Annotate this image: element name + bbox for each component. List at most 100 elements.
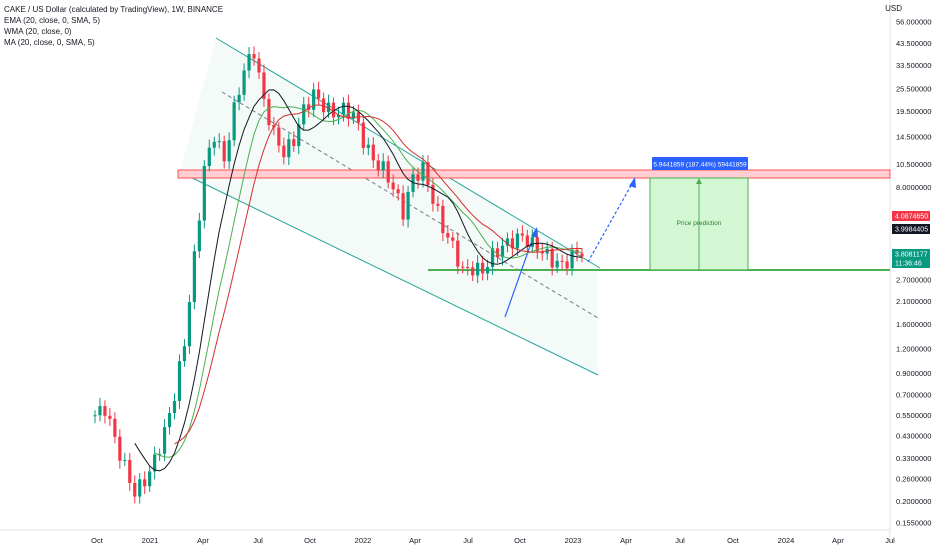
time-tick-label: Apr — [620, 536, 632, 545]
candle-body — [277, 127, 281, 146]
candle-body — [336, 114, 341, 118]
time-tick-label: 2024 — [778, 536, 795, 545]
candle-body — [182, 346, 187, 362]
candle-body — [237, 94, 241, 103]
price-tag-label: 3.8081177 — [895, 252, 928, 259]
candle-body — [550, 248, 554, 268]
candle-body — [341, 102, 346, 115]
time-tick-label: Oct — [91, 536, 104, 545]
candle-body — [162, 427, 167, 454]
candle-body — [505, 238, 510, 246]
candle-body — [356, 112, 360, 123]
candle-body — [416, 174, 420, 181]
time-tick-label: Apr — [197, 536, 209, 545]
candle-body — [456, 240, 460, 267]
price-tick-label: 0.9000000 — [896, 369, 931, 378]
candle-body — [153, 454, 157, 472]
candle-body — [351, 112, 356, 119]
price-tick-label: 43.5000000 — [896, 39, 932, 48]
candle-body — [108, 415, 112, 419]
candle-body — [451, 237, 455, 241]
channel-mid-line — [221, 91, 599, 319]
candle-body — [202, 166, 206, 221]
time-tick-label: Jul — [253, 536, 263, 545]
candle-body — [217, 141, 221, 143]
chart-legend: CAKE / US Dollar (calculated by TradingV… — [4, 4, 223, 48]
candle-body — [222, 141, 226, 162]
candle-body — [133, 483, 137, 497]
resistance-zone — [177, 169, 891, 179]
candle-body — [396, 189, 400, 194]
price-tick-label: 8.0000000 — [896, 183, 931, 192]
price-tick-label: 0.3300000 — [896, 454, 931, 463]
price-tick-label: 10.5000000 — [896, 160, 932, 169]
candle-body — [490, 248, 495, 268]
price-tick-label: 1.6000000 — [896, 320, 931, 329]
time-tick-label: 2021 — [142, 536, 159, 545]
time-tick-label: Jul — [463, 536, 473, 545]
candle-body — [391, 182, 395, 190]
price-tick-label: 0.1550000 — [896, 519, 931, 528]
time-tick-label: Oct — [727, 536, 740, 545]
candle-body — [123, 459, 127, 461]
candle-body — [535, 237, 539, 252]
price-tick-label: 0.2600000 — [896, 475, 931, 484]
candle-body — [520, 233, 524, 236]
candle-body — [262, 72, 266, 99]
candle-body — [565, 261, 569, 269]
candle-body — [515, 233, 519, 249]
candle-body — [307, 104, 311, 110]
candle-body — [103, 406, 107, 416]
candle-body — [252, 54, 256, 59]
candle-body — [177, 361, 182, 401]
candle-body — [143, 479, 147, 487]
candle-body — [326, 102, 331, 113]
candle-body — [187, 302, 192, 347]
candle-body — [172, 400, 177, 414]
candle-body — [466, 267, 470, 269]
price-tag-bg — [892, 211, 930, 221]
candle-body — [476, 262, 480, 276]
candle-body — [421, 162, 425, 181]
candle-body — [282, 145, 286, 158]
candle-body — [346, 102, 351, 119]
price-tick-label: 2.1000000 — [896, 297, 931, 306]
wma-line — [134, 89, 583, 472]
candle-body — [331, 102, 336, 118]
candle-body — [148, 471, 152, 487]
candle-body — [158, 453, 162, 455]
candle-body — [312, 89, 316, 110]
candle-body — [471, 267, 475, 276]
price-unit-label: USD — [885, 4, 902, 13]
time-tick-label: Oct — [304, 536, 317, 545]
candle-body — [197, 220, 201, 252]
candle-body — [431, 184, 435, 204]
candle-body — [461, 266, 465, 268]
candle-body — [441, 205, 445, 234]
price-tick-label: 2.7000000 — [896, 275, 931, 284]
candle-body — [366, 144, 370, 148]
legend-ema: EMA (20, close, 0, SMA, 5) — [4, 16, 101, 25]
price-tag-bg — [892, 258, 930, 268]
price-tick-label: 1.2000000 — [896, 344, 931, 353]
candle-body — [207, 147, 211, 167]
candle-body — [212, 141, 216, 148]
projection-arrow-2-head — [629, 177, 636, 188]
projection-arrow-2 — [587, 181, 634, 263]
candle-body — [287, 139, 291, 158]
price-tick-label: 0.4300000 — [896, 432, 931, 441]
time-tick-label: Apr — [832, 536, 844, 545]
price-tick-label: 56.0000000 — [896, 18, 932, 27]
time-tick-label: Jul — [675, 536, 685, 545]
ma-line — [174, 104, 582, 445]
channel-fill — [180, 38, 598, 375]
price-tick-label: 0.7000000 — [896, 390, 931, 399]
projection-arrow-1 — [504, 231, 536, 318]
candle-body — [118, 436, 122, 461]
price-tag-bg — [892, 249, 930, 259]
candle-body — [540, 251, 544, 254]
candle-body — [580, 253, 584, 257]
candle-body — [530, 237, 534, 247]
